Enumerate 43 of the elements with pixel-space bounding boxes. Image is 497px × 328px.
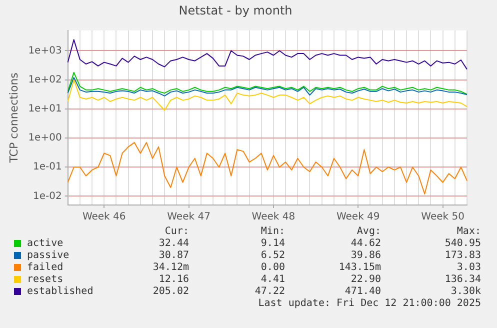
legend-label: passive: [27, 250, 70, 262]
text: 6.52: [260, 250, 285, 262]
x-tick-label: Week 48: [252, 212, 296, 223]
text: 9.14: [260, 238, 285, 250]
text: 39.86: [350, 250, 381, 262]
text: 30.87: [158, 250, 189, 262]
text: Cur:: [164, 226, 189, 238]
y-axis-title: TCP connections: [7, 72, 20, 164]
y-tick-label: 1e-01: [32, 162, 62, 173]
text: 12.16: [158, 274, 189, 286]
legend-label: resets: [27, 274, 64, 286]
legend-label: active: [27, 238, 64, 250]
text: 47.22: [254, 286, 285, 298]
legend-label: established: [27, 286, 94, 298]
text: 205.02: [152, 286, 189, 298]
text: Max:: [456, 226, 481, 238]
text: Avg:: [356, 226, 381, 238]
y-tick-label: 1e+03: [28, 45, 62, 56]
y-tick-label: 1e+02: [28, 74, 62, 86]
text: 3.03: [456, 262, 481, 274]
text: 136.34: [444, 274, 481, 286]
chart-title: Netstat - by month: [178, 3, 292, 18]
text: 3.30k: [450, 286, 481, 298]
text: 173.83: [444, 250, 481, 262]
x-tick-label: Week 46: [82, 212, 126, 223]
x-tick-label: Week 47: [167, 212, 210, 223]
text: 22.90: [350, 274, 381, 286]
text: 4.41: [260, 274, 285, 286]
text: 471.40: [344, 286, 381, 298]
text: Min:: [260, 226, 285, 238]
x-tick-label: Week 50: [421, 212, 464, 223]
text: 44.62: [350, 238, 381, 250]
y-tick-label: 1e-02: [32, 190, 62, 202]
text: 32.44: [158, 238, 189, 250]
text: 540.95: [444, 238, 481, 250]
x-tick-label: Week 49: [336, 212, 380, 223]
legend-label: failed: [27, 262, 64, 274]
text: Last update: Fri Dec 12 21:00:00 2025: [258, 298, 481, 310]
text: 143.15m: [338, 262, 381, 274]
y-tick-label: 1e+01: [28, 104, 62, 115]
y-tick-label: 1e+00: [28, 132, 62, 144]
text: 34.12m: [152, 262, 189, 274]
text: 0.00: [260, 262, 285, 274]
